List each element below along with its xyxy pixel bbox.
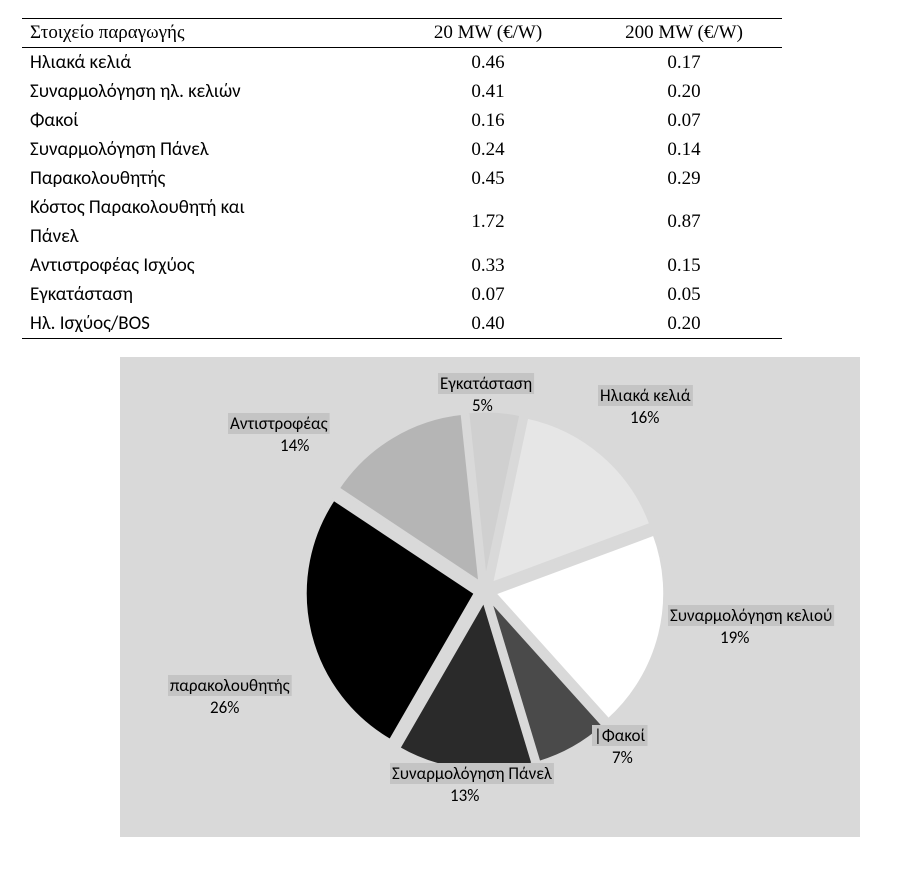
table-row: Φακοί0.160.07: [22, 106, 782, 135]
slice-label: |Φακοί: [594, 725, 646, 746]
table-cell: 0.16: [390, 106, 586, 135]
table-cell: 0.07: [390, 280, 586, 309]
col-header-20mw: 20 MW (€/W): [390, 19, 586, 48]
slice-percent: 26%: [210, 697, 239, 718]
col-header-element: Στοιχείο παραγωγής: [22, 19, 390, 48]
slice-percent: 13%: [450, 785, 479, 806]
slice-percent: 16%: [630, 407, 659, 428]
table-row: Συναρμολόγηση ηλ. κελιών0.410.20: [22, 77, 782, 106]
table-cell: 0.45: [390, 164, 586, 193]
table-cell: Ηλ. Ισχύος/BOS: [22, 309, 390, 339]
table-row: Συναρμολόγηση Πάνελ0.240.14: [22, 135, 782, 164]
table-cell: Ηλιακά κελιά: [22, 48, 390, 78]
table-cell: 0.87: [586, 193, 782, 251]
table-cell: 0.46: [390, 48, 586, 78]
table-cell: Συναρμολόγηση ηλ. κελιών: [22, 77, 390, 106]
table-cell: 0.33: [390, 251, 586, 280]
slice-label: Συναρμολόγηση κελιού: [670, 605, 832, 626]
slice-percent: 19%: [720, 627, 749, 648]
slice-label: παρακολουθητής: [170, 675, 290, 696]
table-cell: 0.24: [390, 135, 586, 164]
slice-percent: 14%: [280, 435, 309, 456]
slice-label: Συναρμολόγηση Πάνελ: [392, 763, 552, 784]
col-header-200mw: 200 MW (€/W): [586, 19, 782, 48]
table-cell: Αντιστροφέας Ισχύος: [22, 251, 390, 280]
table-cell: Παρακολουθητής: [22, 164, 390, 193]
table-cell: 0.15: [586, 251, 782, 280]
slice-label: Ηλιακά κελιά: [600, 385, 691, 406]
table-cell: Πάνελ: [22, 222, 390, 251]
table-cell: 0.14: [586, 135, 782, 164]
table-cell: 0.20: [586, 77, 782, 106]
table-cell: Εγκατάσταση: [22, 280, 390, 309]
cost-table: Στοιχείο παραγωγής 20 MW (€/W) 200 MW (€…: [22, 18, 782, 339]
table-cell: 0.05: [586, 280, 782, 309]
table-row: Ηλιακά κελιά0.460.17: [22, 48, 782, 78]
table-row: Εγκατάσταση0.070.05: [22, 280, 782, 309]
table-row: Παρακολουθητής0.450.29: [22, 164, 782, 193]
slice-label: Αντιστροφέας: [230, 413, 328, 434]
table-cell: Κόστος Παρακολουθητή και: [22, 193, 390, 222]
slice-label: Εγκατάσταση: [440, 373, 532, 394]
table-cell: 0.17: [586, 48, 782, 78]
pie-chart: Ηλιακά κελιά16% Συναρμολόγηση κελιού19% |Φ…: [130, 371, 850, 815]
table-cell: 0.07: [586, 106, 782, 135]
slice-percent: 7%: [612, 747, 633, 768]
table-cell: Συναρμολόγηση Πάνελ: [22, 135, 390, 164]
table-cell: 0.20: [586, 309, 782, 339]
table-cell: 0.40: [390, 309, 586, 339]
table-cell: 1.72: [390, 193, 586, 251]
table-cell: 0.41: [390, 77, 586, 106]
table-cell: Φακοί: [22, 106, 390, 135]
pie-chart-container: Ηλιακά κελιά16% Συναρμολόγηση κελιού19% |Φ…: [120, 357, 860, 837]
table-row: Αντιστροφέας Ισχύος0.330.15: [22, 251, 782, 280]
slice-percent: 5%: [472, 395, 493, 416]
table-row: Ηλ. Ισχύος/BOS0.400.20: [22, 309, 782, 339]
table-cell: 0.29: [586, 164, 782, 193]
cost-table-body: Ηλιακά κελιά0.460.17Συναρμολόγηση ηλ. κε…: [22, 48, 782, 339]
